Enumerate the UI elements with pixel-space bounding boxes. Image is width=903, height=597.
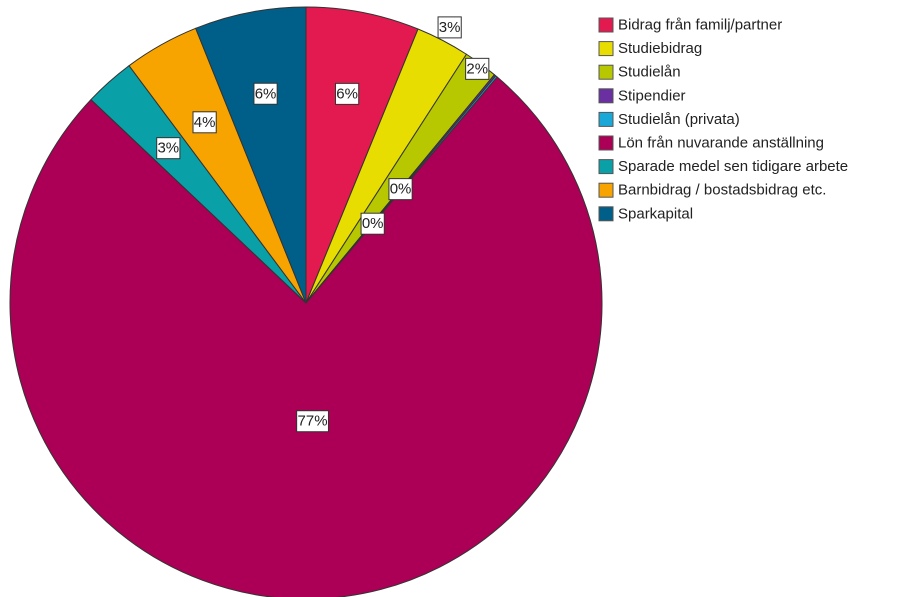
legend-label: Studielån bbox=[618, 64, 681, 81]
legend-item: Studielån (privata) bbox=[598, 111, 740, 128]
legend-item: Stipendier bbox=[598, 87, 686, 104]
svg-text:2%: 2% bbox=[466, 60, 488, 77]
slice-data-label: 2% bbox=[465, 57, 490, 80]
legend-item: Bidrag från familj/partner bbox=[598, 17, 782, 34]
pie-labels: 6% 3% 2% 0% 0% 77% 3% 4% 6% bbox=[156, 16, 490, 433]
legend-label: Sparade medel sen tidigare arbete bbox=[618, 158, 848, 175]
slice-data-label: 0% bbox=[360, 212, 385, 235]
svg-text:6%: 6% bbox=[336, 85, 358, 102]
slice-data-label: 0% bbox=[388, 178, 413, 201]
pie-slice bbox=[195, 6, 307, 304]
legend-label: Stipendier bbox=[618, 87, 686, 104]
legend-item: Lön från nuvarande anställning bbox=[598, 135, 824, 152]
legend-label: Studielån (privata) bbox=[618, 111, 740, 128]
svg-text:6%: 6% bbox=[255, 85, 277, 102]
svg-text:3%: 3% bbox=[439, 19, 461, 36]
slice-data-label: 3% bbox=[156, 137, 181, 160]
legend-swatch bbox=[598, 159, 614, 175]
slice-data-label: 6% bbox=[253, 82, 278, 105]
slice-data-label: 77% bbox=[296, 410, 329, 433]
legend-swatch bbox=[598, 41, 614, 57]
svg-text:0%: 0% bbox=[362, 215, 384, 232]
legend-item: Barnbidrag / bostadsbidrag etc. bbox=[598, 182, 826, 199]
legend: Bidrag från familj/partner Studiebidrag St… bbox=[598, 17, 848, 222]
legend-label: Barnbidrag / bostadsbidrag etc. bbox=[618, 182, 826, 199]
slice-data-label: 3% bbox=[437, 16, 462, 39]
svg-text:3%: 3% bbox=[157, 140, 179, 157]
pie-slice bbox=[9, 76, 603, 597]
legend-label: Lön från nuvarande anställning bbox=[618, 135, 824, 152]
legend-item: Sparade medel sen tidigare arbete bbox=[598, 158, 848, 175]
legend-item: Studiebidrag bbox=[598, 40, 702, 57]
legend-swatch bbox=[598, 88, 614, 104]
legend-label: Sparkapital bbox=[618, 205, 693, 222]
legend-swatch bbox=[598, 17, 614, 33]
legend-label: Studiebidrag bbox=[618, 40, 702, 57]
legend-swatch bbox=[598, 206, 614, 222]
legend-swatch bbox=[598, 64, 614, 80]
legend-swatch bbox=[598, 182, 614, 198]
legend-swatch bbox=[598, 111, 614, 127]
pie-slices bbox=[9, 6, 603, 597]
slice-data-label: 4% bbox=[192, 111, 217, 134]
svg-text:0%: 0% bbox=[390, 181, 412, 198]
svg-text:77%: 77% bbox=[298, 413, 328, 430]
pie-slice bbox=[305, 6, 419, 304]
legend-swatch bbox=[598, 135, 614, 151]
legend-item: Sparkapital bbox=[598, 205, 693, 222]
legend-label: Bidrag från familj/partner bbox=[618, 17, 782, 34]
legend-item: Studielån bbox=[598, 64, 681, 81]
slice-data-label: 6% bbox=[334, 82, 360, 105]
svg-text:4%: 4% bbox=[194, 114, 216, 131]
